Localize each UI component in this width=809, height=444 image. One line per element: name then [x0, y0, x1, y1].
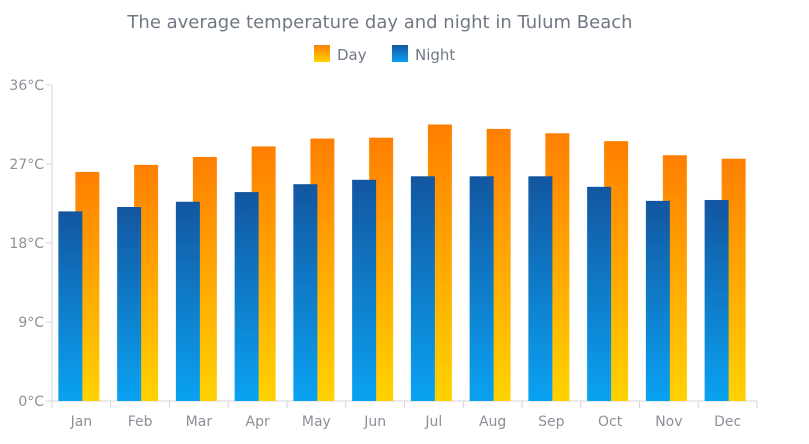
- bar-night-sep[interactable]: [528, 176, 553, 401]
- bar-night-oct[interactable]: [587, 186, 612, 401]
- y-tick-label: 9°C: [18, 315, 44, 331]
- legend-label-day: Day: [337, 46, 367, 64]
- legend: Day Night: [314, 45, 455, 64]
- bar-night-jan[interactable]: [58, 211, 83, 401]
- y-tick-label: 27°C: [9, 157, 44, 173]
- bar-night-may[interactable]: [293, 184, 318, 401]
- y-tick-label: 18°C: [9, 236, 44, 252]
- x-tick-label: Jul: [424, 414, 442, 430]
- bar-night-feb[interactable]: [117, 207, 142, 401]
- x-tick-label: Oct: [598, 414, 623, 430]
- chart-title: The average temperature day and night in…: [126, 12, 632, 33]
- y-tick-label: 0°C: [18, 394, 44, 410]
- bar-night-jun[interactable]: [352, 179, 377, 401]
- x-tick-label: Nov: [655, 414, 682, 430]
- legend-swatch-day: [314, 45, 330, 62]
- x-tick-label: Feb: [128, 414, 153, 430]
- y-axis: 0°C 9°C 18°C 27°C 36°C: [9, 78, 53, 410]
- bar-night-dec[interactable]: [704, 199, 729, 401]
- bars: [58, 124, 746, 402]
- legend-item-day[interactable]: Day: [314, 45, 367, 64]
- bar-night-jul[interactable]: [410, 176, 435, 401]
- x-tick-label: Mar: [186, 414, 213, 430]
- bar-night-aug[interactable]: [469, 176, 494, 401]
- x-tick-label: Sep: [538, 414, 565, 430]
- x-tick-label: Aug: [479, 414, 506, 430]
- x-tick-label: Jan: [70, 414, 93, 430]
- x-axis: Jan Feb Mar Apr May Jun Jul Aug Sep Oct Nov Dec: [51, 400, 758, 430]
- bar-night-mar[interactable]: [175, 201, 200, 401]
- x-tick-label: May: [302, 414, 331, 430]
- y-tick-label: 36°C: [9, 78, 44, 94]
- x-tick-label: Apr: [246, 414, 270, 430]
- legend-swatch-night: [392, 45, 408, 62]
- x-tick-label: Jun: [363, 414, 386, 430]
- legend-item-night[interactable]: Night: [392, 45, 455, 64]
- bar-night-nov[interactable]: [645, 200, 670, 401]
- x-tick-label: Dec: [714, 414, 741, 430]
- bar-night-apr[interactable]: [234, 192, 259, 401]
- legend-label-night: Night: [415, 46, 455, 64]
